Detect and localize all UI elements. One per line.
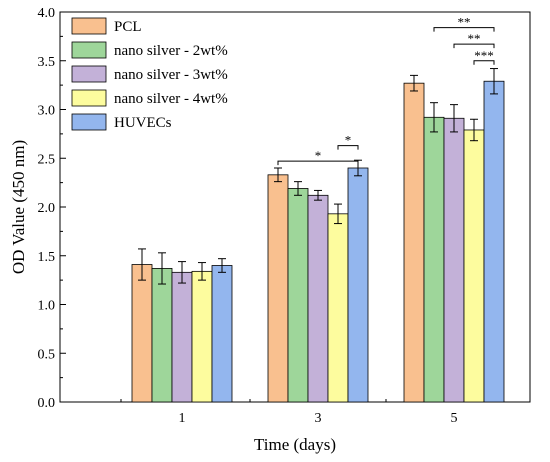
x-tick-label: 3 xyxy=(315,411,322,426)
legend-swatch xyxy=(71,17,107,35)
legend: PCL nano silver - 2wt% nano silver - 3wt% n… xyxy=(71,17,228,131)
bars xyxy=(131,68,505,403)
y-tick-label: 3.5 xyxy=(38,55,56,70)
significance-bracket xyxy=(473,60,495,65)
y-tick-label: 2.5 xyxy=(38,152,56,167)
y-axis-title: OD Value (450 nm) xyxy=(9,140,28,274)
significance-bracket xyxy=(277,160,359,166)
bar xyxy=(463,129,485,403)
y-tick-label: 1.0 xyxy=(38,299,56,314)
significance-bracket xyxy=(453,43,495,49)
bar xyxy=(267,174,289,403)
significance-bracket xyxy=(433,27,495,32)
x-tick-label: 5 xyxy=(451,411,458,426)
bar xyxy=(423,116,445,403)
significance-label: * xyxy=(315,148,322,163)
legend-label: nano silver - 2wt% xyxy=(114,43,228,59)
bar xyxy=(211,265,233,403)
bar xyxy=(171,271,193,403)
y-tick-label: 0.5 xyxy=(38,347,56,362)
y-axis: 0.0 0.5 1.0 1.5 2.0 2.5 3.0 3.5 4.0 xyxy=(38,6,66,411)
bar xyxy=(403,82,425,403)
bar xyxy=(131,264,153,403)
legend-label: nano silver - 3wt% xyxy=(114,67,228,83)
bar xyxy=(347,167,369,403)
legend-label: PCL xyxy=(114,19,142,35)
bar xyxy=(191,270,213,403)
legend-label: nano silver - 4wt% xyxy=(114,91,228,107)
legend-swatch xyxy=(71,113,107,131)
bar xyxy=(287,188,309,403)
bar xyxy=(151,268,173,403)
x-tick-label: 1 xyxy=(179,411,186,426)
significance-label: *** xyxy=(474,48,494,63)
legend-swatch xyxy=(71,89,107,107)
significance-label: * xyxy=(345,133,352,148)
bar xyxy=(307,194,329,403)
y-tick-label: 2.0 xyxy=(38,201,56,216)
bar xyxy=(443,117,465,403)
y-tick-label: 3.0 xyxy=(38,104,56,119)
y-tick-label: 4.0 xyxy=(38,6,56,21)
significance-brackets: ********* xyxy=(277,15,495,166)
legend-swatch xyxy=(71,41,107,59)
x-axis-title: Time (days) xyxy=(254,435,336,454)
bar xyxy=(483,80,505,403)
y-tick-label: 1.5 xyxy=(38,250,56,265)
legend-swatch xyxy=(71,65,107,83)
significance-bracket xyxy=(337,145,359,150)
bar xyxy=(327,213,349,403)
y-tick-label: 0.0 xyxy=(38,396,56,411)
significance-label: ** xyxy=(468,31,481,46)
significance-label: ** xyxy=(458,15,471,30)
legend-label: HUVECs xyxy=(114,115,172,131)
